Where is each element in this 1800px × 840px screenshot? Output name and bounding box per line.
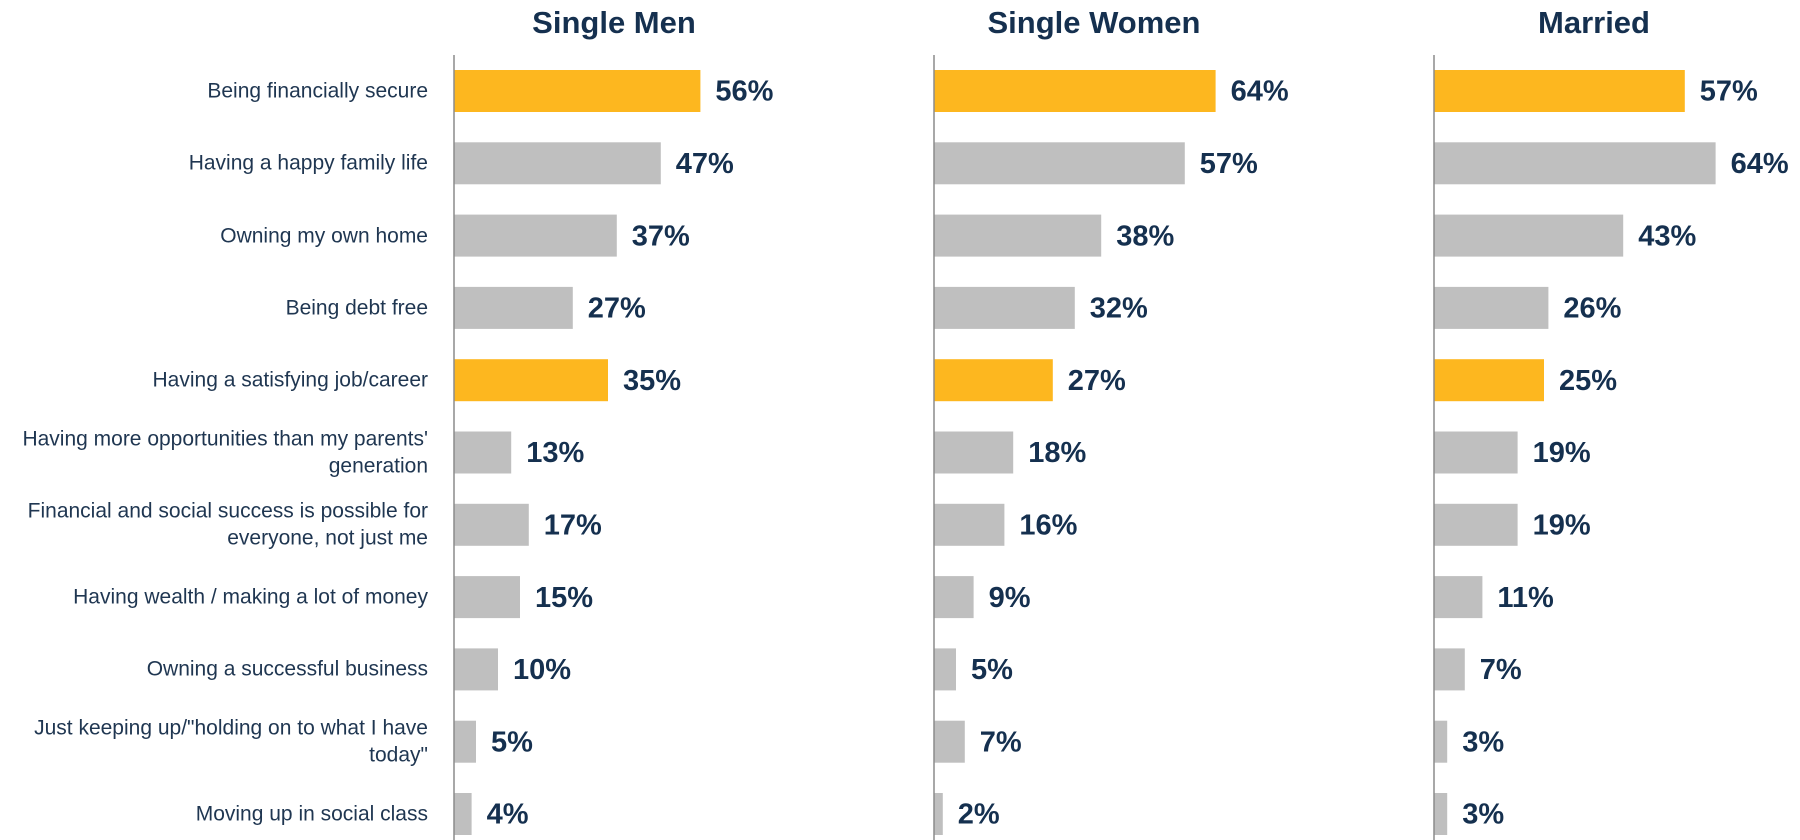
value-label: 32%: [1090, 293, 1148, 325]
bar: [1434, 359, 1544, 402]
value-label: 56%: [715, 76, 773, 108]
category-label: Moving up in social class: [195, 802, 428, 826]
bar: [1434, 286, 1549, 329]
panel-title: Married: [1538, 5, 1650, 40]
panel-title: Single Women: [987, 5, 1200, 40]
value-label: 2%: [958, 799, 1000, 831]
bar: [454, 286, 573, 329]
value-label: 43%: [1638, 220, 1696, 252]
value-label: 11%: [1497, 582, 1554, 614]
value-label: 16%: [1019, 509, 1077, 541]
value-label: 27%: [588, 293, 646, 325]
value-label: 5%: [971, 654, 1013, 686]
value-label: 17%: [544, 509, 602, 541]
bar: [934, 720, 965, 763]
value-label: 19%: [1533, 437, 1591, 469]
category-label: Having more opportunities than my parent…: [22, 427, 428, 478]
category-label: Being financially secure: [207, 79, 428, 103]
bar: [1434, 142, 1716, 185]
bar: [1434, 70, 1685, 112]
bar: [1434, 720, 1448, 763]
bar: [454, 576, 520, 619]
value-label: 7%: [980, 726, 1022, 758]
bar: [454, 720, 476, 763]
value-label: 27%: [1068, 365, 1126, 397]
bar: [934, 793, 943, 835]
category-label: Just keeping up/"holding on to what I ha…: [34, 716, 428, 767]
bar: [934, 576, 974, 619]
value-label: 26%: [1563, 293, 1621, 325]
bar: [1434, 431, 1518, 474]
panel-title: Single Men: [532, 5, 696, 40]
bar: [454, 214, 617, 257]
value-label: 25%: [1559, 365, 1617, 397]
value-label: 9%: [989, 582, 1031, 614]
value-label: 64%: [1731, 148, 1789, 180]
value-label: 64%: [1231, 76, 1289, 108]
bar: [1434, 576, 1483, 619]
value-label: 18%: [1028, 437, 1086, 469]
bar: [1434, 648, 1465, 691]
value-label: 38%: [1116, 220, 1174, 252]
value-label: 13%: [526, 437, 584, 469]
category-label: Owning a successful business: [146, 657, 428, 681]
bar: [1434, 214, 1624, 257]
value-label: 10%: [513, 654, 571, 686]
category-label: Having a satisfying job/career: [152, 368, 428, 392]
value-label: 37%: [632, 220, 690, 252]
value-label: 3%: [1462, 799, 1504, 831]
value-label: 57%: [1700, 76, 1758, 108]
bar: [454, 503, 529, 546]
category-label: Having a happy family life: [188, 151, 428, 175]
value-label: 3%: [1462, 726, 1504, 758]
bar: [454, 431, 512, 474]
value-label: 19%: [1533, 509, 1591, 541]
bar: [934, 142, 1185, 185]
category-label: Owning my own home: [220, 223, 428, 247]
value-label: 47%: [676, 148, 734, 180]
value-label: 57%: [1200, 148, 1258, 180]
category-label: Financial and social success is possible…: [27, 499, 428, 550]
value-label: 15%: [535, 582, 593, 614]
bar: [934, 286, 1075, 329]
bar: [934, 359, 1053, 402]
value-label: 4%: [487, 799, 529, 831]
category-label: Being debt free: [285, 296, 428, 320]
bar: [934, 503, 1005, 546]
bar: [454, 70, 701, 112]
bar: [454, 359, 608, 402]
bar: [454, 793, 472, 835]
bar: [454, 648, 498, 691]
category-label: Having wealth / making a lot of money: [73, 585, 428, 609]
bar: [934, 70, 1216, 112]
bar: [934, 214, 1102, 257]
bar: [454, 142, 661, 185]
value-label: 5%: [491, 726, 533, 758]
bar: [1434, 793, 1448, 835]
bar: [1434, 503, 1518, 546]
value-label: 35%: [623, 365, 681, 397]
bar: [934, 431, 1014, 474]
value-label: 7%: [1480, 654, 1522, 686]
bar: [934, 648, 956, 691]
